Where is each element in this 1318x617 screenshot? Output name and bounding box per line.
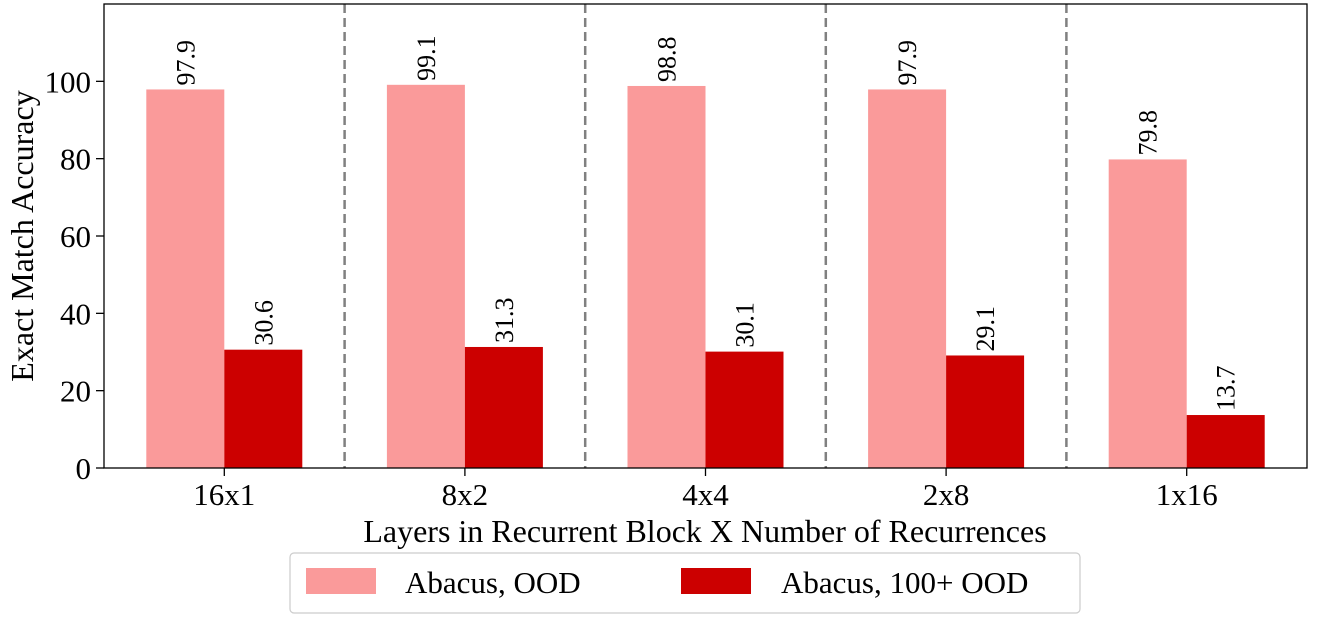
y-tick-label: 80 bbox=[60, 142, 91, 177]
category-separators bbox=[343, 4, 1068, 468]
y-tick-label: 40 bbox=[60, 296, 91, 331]
bar-value-label: 99.1 bbox=[412, 35, 441, 81]
x-tick-label: 1x16 bbox=[1156, 477, 1218, 512]
bar-abacus-ood-2x8 bbox=[868, 89, 947, 468]
bar-value-label: 79.8 bbox=[1134, 110, 1163, 156]
bar-value-label: 13.7 bbox=[1212, 366, 1241, 412]
x-tick-label: 16x1 bbox=[193, 477, 255, 512]
bars bbox=[146, 84, 1265, 469]
legend: Abacus, OOD Abacus, 100+ OOD bbox=[289, 552, 1081, 614]
x-tick-label: 2x8 bbox=[923, 477, 970, 512]
x-tick-label: 8x2 bbox=[442, 477, 489, 512]
bar-value-label: 97.9 bbox=[893, 40, 922, 86]
y-tick-label: 20 bbox=[60, 374, 91, 409]
x-axis: 16x1 8x2 4x4 2x8 1x16 bbox=[193, 468, 1218, 512]
legend-swatch-abacus-100-ood bbox=[681, 568, 751, 594]
y-axis: 0 20 40 60 80 100 bbox=[45, 64, 104, 486]
x-axis-label: Layers in Recurrent Block X Number of Re… bbox=[363, 513, 1046, 549]
bar-abacus-ood-1x16 bbox=[1108, 159, 1187, 468]
x-tick-label: 4x4 bbox=[682, 477, 729, 512]
bar-value-label: 98.8 bbox=[653, 36, 682, 82]
bar-abacus-100-ood-8x2 bbox=[464, 346, 543, 468]
legend-swatch-abacus-ood bbox=[306, 568, 376, 594]
bar-abacus-100-ood-16x1 bbox=[224, 349, 303, 468]
legend-label-abacus-ood: Abacus, OOD bbox=[405, 565, 581, 600]
y-tick-label: 0 bbox=[76, 451, 92, 486]
bar-value-label: 97.9 bbox=[171, 40, 200, 86]
bar-abacus-100-ood-1x16 bbox=[1186, 415, 1265, 468]
bar-abacus-ood-8x2 bbox=[386, 84, 465, 469]
bar-value-label: 29.1 bbox=[971, 306, 1000, 352]
legend-label-abacus-100-ood: Abacus, 100+ OOD bbox=[781, 565, 1028, 600]
bar-abacus-100-ood-4x4 bbox=[705, 351, 784, 468]
bar-value-label: 30.1 bbox=[731, 302, 760, 348]
bar-value-labels: 97.9 99.1 98.8 97.9 79.8 30.6 31.3 30.1 29.1 13.7 bbox=[171, 35, 1240, 411]
y-axis-label: Exact Match Accuracy bbox=[4, 90, 40, 381]
bar-abacus-ood-16x1 bbox=[146, 89, 225, 468]
y-tick-label: 100 bbox=[45, 64, 92, 99]
bar-abacus-ood-4x4 bbox=[627, 85, 706, 469]
bar-value-label: 31.3 bbox=[490, 297, 519, 343]
y-tick-label: 60 bbox=[60, 219, 91, 254]
bar-abacus-100-ood-2x8 bbox=[946, 355, 1025, 468]
bar-value-label: 30.6 bbox=[249, 300, 278, 346]
